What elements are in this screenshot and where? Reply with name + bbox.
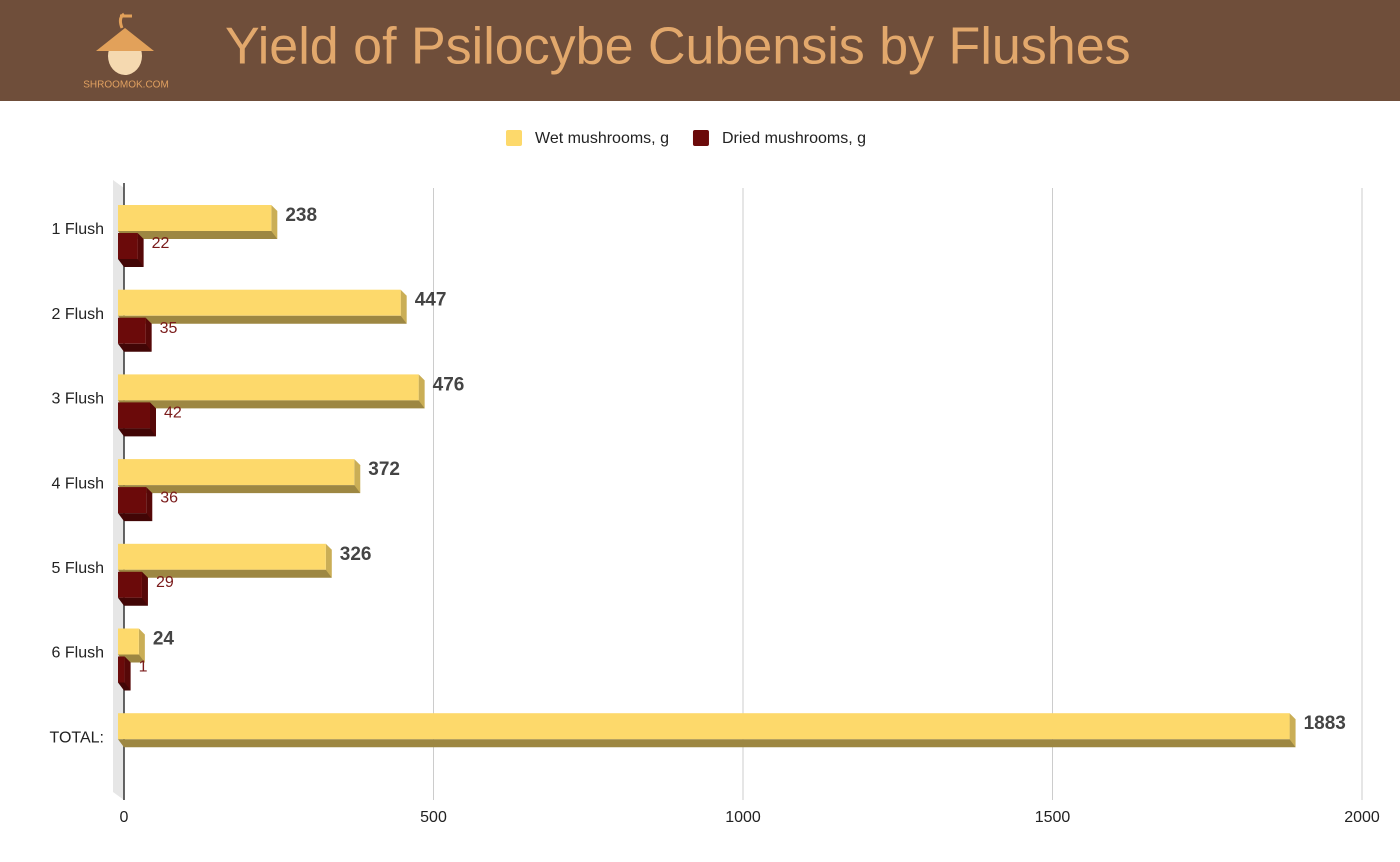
y-tick-label: 2 Flush [52, 306, 104, 323]
x-tick-label: 1000 [725, 809, 761, 826]
bar [118, 233, 138, 259]
legend-swatch [506, 130, 522, 146]
bar [118, 628, 139, 655]
bar [118, 487, 147, 514]
wet-value-label: 24 [153, 629, 175, 650]
wet-value-label: 238 [285, 205, 317, 226]
y-tick-label: 4 Flush [52, 475, 104, 492]
bar-bottom [118, 597, 148, 606]
bar-side [271, 205, 278, 239]
dried-value-label: 29 [156, 574, 174, 591]
y-tick-label: TOTAL: [49, 729, 104, 746]
bar-side [146, 487, 153, 522]
y-tick-label: 5 Flush [52, 560, 104, 577]
bar-bottom [118, 739, 1296, 748]
bar [118, 317, 146, 344]
x-tick-label: 500 [420, 809, 447, 826]
bar-bottom [118, 343, 152, 352]
bar [118, 656, 125, 683]
bar-side [149, 402, 156, 437]
bar [118, 374, 419, 401]
bar-side [124, 656, 131, 691]
bar-bottom [118, 231, 278, 239]
legend-label: Dried mushrooms, g [722, 130, 866, 147]
y-tick-label: 6 Flush [52, 645, 104, 662]
dried-value-label: 35 [160, 320, 178, 337]
bar-bottom [118, 400, 425, 409]
bar [118, 571, 142, 598]
bar-side [1289, 713, 1296, 748]
y-tick-label: 3 Flush [52, 391, 104, 408]
wet-value-label: 372 [368, 459, 400, 480]
bar [118, 205, 272, 231]
header-band [0, 0, 1400, 101]
logo [96, 12, 154, 75]
wet-value-label: 447 [415, 290, 447, 311]
logo-text: SHROOMOK.COM [83, 80, 169, 91]
bar-side [418, 374, 425, 409]
bar [118, 289, 401, 316]
dried-value-label: 22 [152, 235, 170, 252]
bar-bottom [118, 428, 156, 437]
wet-value-label: 476 [433, 374, 465, 395]
bar-side [138, 628, 145, 663]
x-tick-label: 2000 [1344, 809, 1380, 826]
dried-value-label: 42 [164, 405, 182, 422]
bar [118, 402, 150, 429]
bar-bottom [118, 315, 407, 324]
chart-title: Yield of Psilocybe Cubensis by Flushes [225, 18, 1131, 76]
legend-swatch [692, 130, 709, 146]
x-tick-label: 1500 [1035, 809, 1071, 826]
x-tick-label: 0 [120, 809, 129, 826]
bar-side [325, 543, 332, 578]
bar-bottom [118, 485, 361, 494]
bar-side [137, 233, 144, 267]
wet-value-label: 326 [340, 544, 372, 565]
dried-value-label: 1 [139, 659, 148, 676]
bar-side [141, 571, 148, 606]
bar [118, 543, 326, 570]
bar-bottom [118, 569, 332, 578]
legend-label: Wet mushrooms, g [535, 130, 669, 147]
bar-bottom [118, 682, 131, 691]
y-tick-label: 1 Flush [52, 221, 104, 238]
bar-bottom [118, 259, 144, 267]
bar-side [145, 317, 152, 352]
bar-side [354, 459, 361, 494]
wet-value-label: 1883 [1304, 713, 1346, 734]
bar-bottom [118, 513, 153, 522]
bar-side [400, 289, 407, 324]
bar [118, 459, 355, 486]
dried-value-label: 36 [160, 489, 178, 506]
bar [118, 713, 1290, 740]
